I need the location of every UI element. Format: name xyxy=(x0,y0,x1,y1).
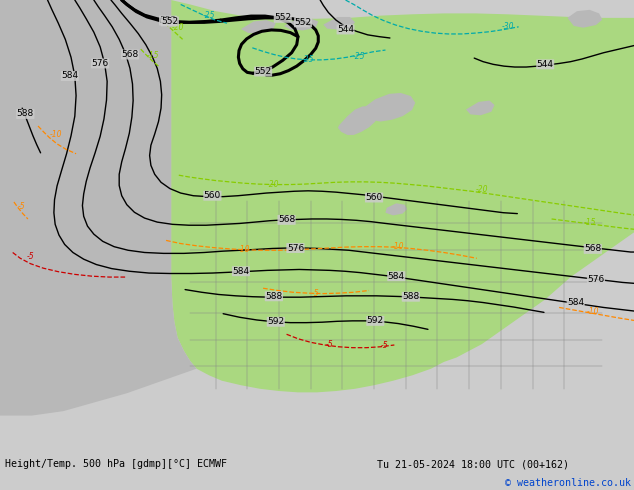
Text: Tu 21-05-2024 18:00 UTC (00+162): Tu 21-05-2024 18:00 UTC (00+162) xyxy=(377,459,569,469)
Polygon shape xyxy=(385,203,407,216)
Text: 588: 588 xyxy=(265,292,283,301)
Text: -5: -5 xyxy=(27,252,34,261)
Text: 552: 552 xyxy=(274,13,292,23)
Text: -5: -5 xyxy=(380,342,388,350)
Text: 568: 568 xyxy=(584,245,602,253)
Text: 552: 552 xyxy=(161,17,179,26)
Text: 576: 576 xyxy=(287,244,304,252)
Polygon shape xyxy=(338,106,377,135)
Text: © weatheronline.co.uk: © weatheronline.co.uk xyxy=(505,478,631,488)
Text: 584: 584 xyxy=(567,298,585,308)
Text: -5: -5 xyxy=(326,341,333,349)
Text: 552: 552 xyxy=(254,67,272,76)
Text: -20: -20 xyxy=(171,23,184,32)
Polygon shape xyxy=(567,10,602,28)
Polygon shape xyxy=(361,93,415,122)
Text: -10: -10 xyxy=(392,242,404,251)
Text: -10: -10 xyxy=(238,245,250,254)
Text: -30: -30 xyxy=(502,23,515,31)
Text: -25: -25 xyxy=(301,55,314,64)
Text: Height/Temp. 500 hPa [gdmp][°C] ECMWF: Height/Temp. 500 hPa [gdmp][°C] ECMWF xyxy=(5,459,227,469)
Polygon shape xyxy=(171,0,634,392)
Text: -5: -5 xyxy=(312,289,320,297)
Polygon shape xyxy=(241,20,276,33)
Polygon shape xyxy=(323,17,355,29)
Text: 568: 568 xyxy=(278,216,295,224)
Text: 592: 592 xyxy=(366,317,384,325)
Text: -20: -20 xyxy=(476,185,488,195)
Text: 588: 588 xyxy=(16,109,34,119)
Text: -25: -25 xyxy=(353,52,365,61)
Text: 592: 592 xyxy=(267,317,285,326)
Text: -15: -15 xyxy=(147,51,160,60)
Text: -20: -20 xyxy=(266,180,279,189)
Text: -10: -10 xyxy=(586,307,599,316)
Polygon shape xyxy=(466,100,495,115)
Text: -15: -15 xyxy=(583,218,596,227)
Text: 588: 588 xyxy=(402,292,420,301)
Text: 552: 552 xyxy=(294,18,312,27)
Text: -10: -10 xyxy=(49,130,62,140)
Text: 576: 576 xyxy=(587,275,605,284)
Polygon shape xyxy=(284,18,318,30)
Text: 560: 560 xyxy=(365,193,383,202)
Text: 576: 576 xyxy=(91,59,109,68)
Polygon shape xyxy=(0,0,197,416)
Text: 544: 544 xyxy=(537,60,553,69)
Text: 560: 560 xyxy=(204,191,221,200)
Text: -5: -5 xyxy=(18,202,25,211)
Text: 584: 584 xyxy=(61,72,79,80)
Text: 552: 552 xyxy=(159,16,177,25)
Text: 544: 544 xyxy=(337,25,354,34)
Text: -25: -25 xyxy=(203,11,216,20)
Text: 584: 584 xyxy=(232,267,250,276)
Text: 584: 584 xyxy=(387,271,405,281)
Text: 568: 568 xyxy=(121,50,139,59)
